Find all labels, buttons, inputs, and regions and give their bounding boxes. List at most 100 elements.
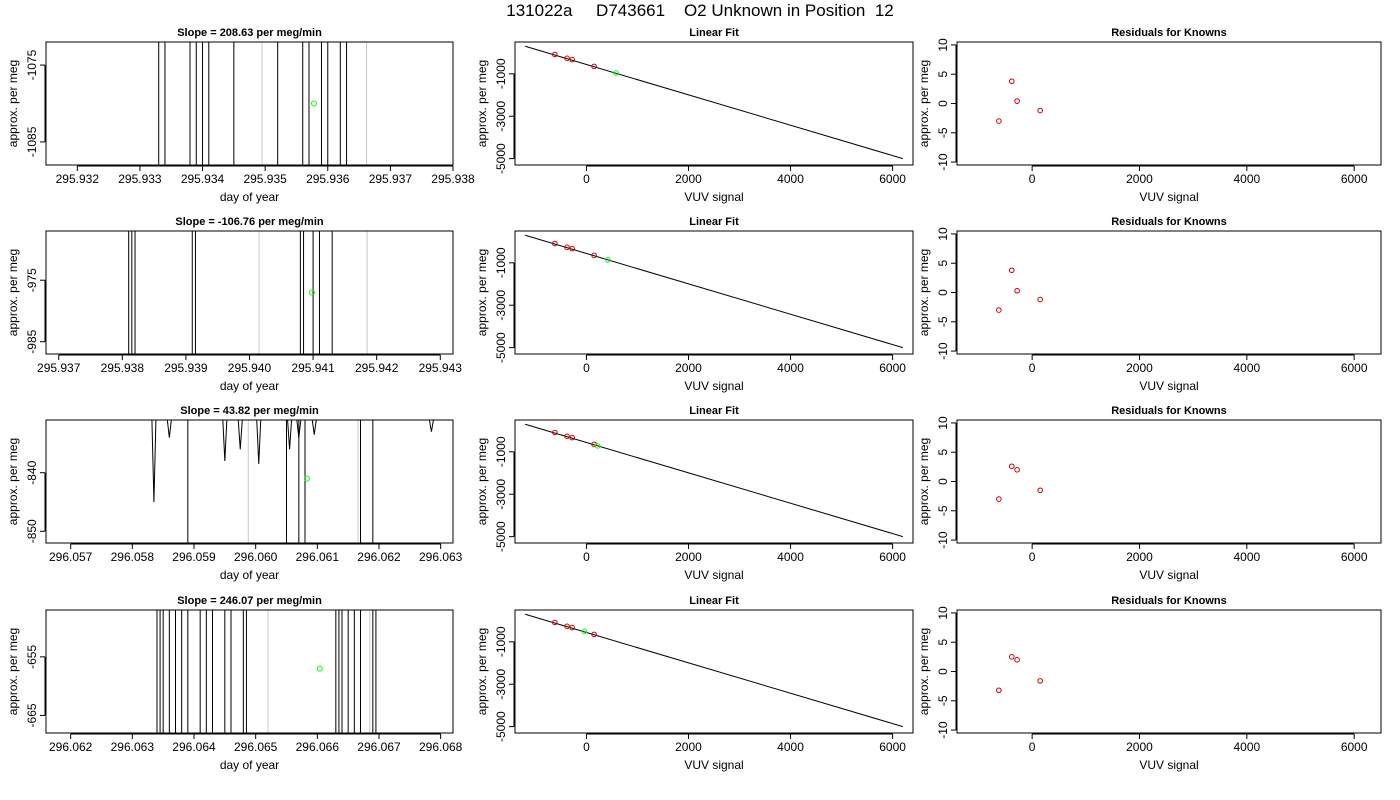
- known-point: [564, 433, 570, 440]
- y-tick-label: -1000: [494, 247, 508, 278]
- y-tick-label: -5000: [494, 332, 508, 363]
- panel-title: Slope = 246.07 per meg/min: [177, 595, 322, 607]
- x-tick-label: 6000: [879, 172, 906, 186]
- residual-point: [1037, 678, 1043, 684]
- x-tick-label: 295.937: [37, 361, 81, 375]
- y-tick-label: -850: [25, 519, 39, 543]
- plot-frame: [956, 230, 1382, 355]
- y-tick-label: -655: [25, 645, 39, 669]
- x-tick-label: 4000: [1233, 361, 1260, 375]
- panel-title: Residuals for Knowns: [1111, 27, 1227, 39]
- x-tick-label: 2000: [1126, 550, 1153, 564]
- y-axis-label: approx. per meg: [475, 628, 489, 715]
- x-tick-label: 2000: [1126, 361, 1153, 375]
- y-axis-label: approx. per meg: [917, 438, 931, 525]
- x-tick-label: 0: [1029, 740, 1036, 754]
- fit-line: [525, 45, 903, 160]
- y-tick-label: -665: [25, 703, 39, 727]
- x-tick-label: 295.939: [164, 361, 208, 375]
- y-tick-label: -840: [25, 460, 39, 484]
- plot-frame: [514, 41, 914, 166]
- x-axis-label: day of year: [220, 568, 279, 582]
- plot-frame: [956, 609, 1382, 734]
- y-axis-label: approx. per meg: [475, 438, 489, 525]
- y-axis-label: approx. per meg: [475, 60, 489, 147]
- panel-title: Residuals for Knowns: [1111, 595, 1227, 607]
- panel-time-trace: Slope = 208.63 per meg/min 295.932 295.933…: [6, 27, 475, 204]
- y-tick-label: -1075: [25, 49, 39, 80]
- panel-residuals: Residuals for Knowns 0 2000 4000 6000 VUV sig…: [917, 216, 1382, 393]
- panel-time-trace: Slope = 43.82 per meg/min 296.057 296.058 2…: [6, 405, 463, 582]
- x-axis-label: VUV signal: [684, 190, 743, 204]
- known-point: [569, 434, 575, 441]
- residual-point: [1014, 656, 1020, 663]
- trace-dip: [428, 419, 434, 432]
- trace-dip: [296, 419, 302, 438]
- panel-residuals: Residuals for Knowns 0 2000 4000 6000 VUV sig…: [917, 595, 1382, 772]
- panel-title: Slope = 43.82 per meg/min: [180, 405, 319, 417]
- plot-frame: [956, 41, 1382, 166]
- x-tick-label: 2000: [1126, 740, 1153, 754]
- trace-dip: [237, 419, 243, 450]
- trace-dip: [256, 419, 262, 464]
- trace-dip: [222, 419, 228, 462]
- panel-linear-fit: Linear Fit 0 2000 4000 6000 VUV signal -1000 -3…: [475, 216, 914, 393]
- panel-residuals: Residuals for Knowns 0 2000 4000 6000 VUV sig…: [917, 405, 1382, 582]
- x-tick-label: 296.063: [111, 740, 155, 754]
- y-tick-label: -1085: [25, 126, 39, 157]
- x-tick-label: 4000: [777, 172, 804, 186]
- x-tick-label: 295.936: [306, 172, 350, 186]
- x-tick-label: 296.057: [49, 550, 93, 564]
- x-axis-label: VUV signal: [684, 758, 743, 772]
- panel-time-trace: Slope = 246.07 per meg/min 296.062 296.063…: [6, 595, 463, 772]
- y-tick-label: -5: [936, 316, 950, 327]
- x-tick-label: 295.940: [228, 361, 272, 375]
- known-point: [552, 429, 558, 436]
- panel-title: Linear Fit: [689, 595, 739, 607]
- y-tick-label: -3000: [494, 290, 508, 321]
- y-tick-label: -3000: [494, 669, 508, 700]
- x-tick-label: 4000: [1233, 172, 1260, 186]
- unknown-point: [308, 289, 315, 296]
- x-tick-label: 295.934: [181, 172, 225, 186]
- y-tick-label: 5: [936, 260, 950, 267]
- plot-frame: [45, 609, 454, 734]
- x-tick-label: 295.933: [118, 172, 162, 186]
- x-tick-label: 6000: [1341, 740, 1368, 754]
- residual-point: [1014, 466, 1020, 473]
- known-point: [552, 51, 558, 58]
- x-tick-label: 6000: [1341, 172, 1368, 186]
- y-tick-label: 10: [936, 416, 950, 430]
- x-tick-label: 6000: [1341, 550, 1368, 564]
- y-axis-label: approx. per meg: [6, 249, 20, 336]
- y-tick-label: 10: [936, 227, 950, 241]
- y-tick-label: 5: [936, 639, 950, 646]
- panel-title: Linear Fit: [689, 27, 739, 39]
- panel-title: Slope = -106.76 per meg/min: [175, 216, 324, 228]
- y-tick-label: 0: [936, 478, 950, 485]
- panel-title: Residuals for Knowns: [1111, 216, 1227, 228]
- x-tick-label: 0: [583, 361, 590, 375]
- y-tick-label: -1000: [494, 58, 508, 89]
- residual-point: [996, 118, 1002, 124]
- plot-frame: [956, 419, 1382, 544]
- x-tick-label: 6000: [1341, 361, 1368, 375]
- x-tick-label: 4000: [777, 740, 804, 754]
- x-tick-label: 4000: [777, 361, 804, 375]
- trace-dip: [287, 419, 293, 450]
- panel-title: Linear Fit: [689, 216, 739, 228]
- fit-line: [525, 234, 903, 349]
- x-tick-label: 296.063: [419, 550, 463, 564]
- y-axis-label: approx. per meg: [6, 438, 20, 525]
- plot-frame: [45, 419, 454, 544]
- unknown-point: [303, 475, 310, 482]
- panel-time-trace: Slope = -106.76 per meg/min 295.937 295.93…: [6, 216, 462, 393]
- known-point: [552, 619, 558, 626]
- known-point: [564, 623, 570, 630]
- known-point: [569, 56, 575, 63]
- y-tick-label: 0: [936, 668, 950, 675]
- figure-title: 131022a D743661 O2 Unknown in Position 1…: [506, 1, 894, 20]
- y-tick-label: 10: [936, 38, 950, 52]
- y-tick-label: 0: [936, 289, 950, 296]
